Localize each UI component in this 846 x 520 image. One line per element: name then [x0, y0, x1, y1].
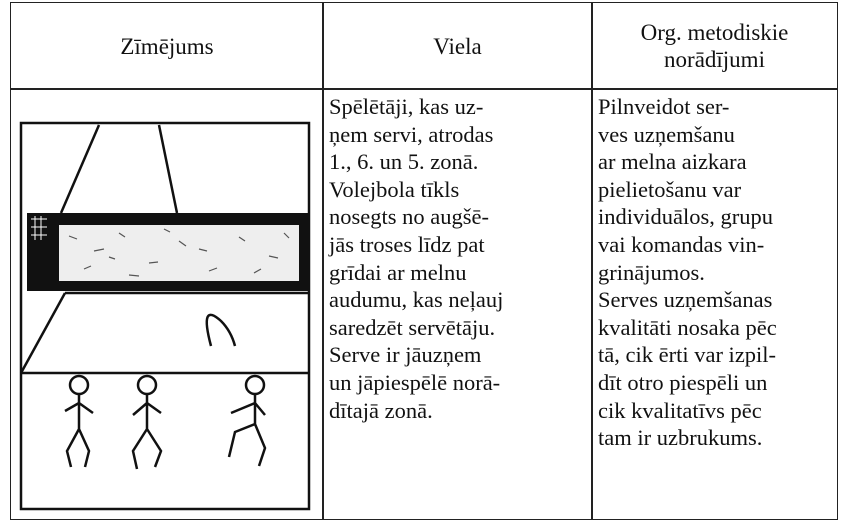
text-line: norādījumi [664, 47, 765, 72]
text-line: tā, cik ērti var izpil- [598, 342, 777, 368]
text-line: jās troses līdz pat [329, 231, 485, 257]
header-text: Zīmējums [120, 33, 214, 59]
text-line: pielietošanu var [598, 176, 742, 202]
text-line: Pilnveidot ser- [598, 94, 730, 119]
text-line: vai komandas vin- [598, 231, 765, 257]
text-line: Serves uzņemšanas [598, 287, 773, 313]
text-line: un jāpiespēlē norā- [329, 369, 501, 395]
text-cell: Pilnveidot ser-ves uzņemšanu ar melna aiz… [591, 88, 838, 520]
header-cell: Org. metodiskie norādījumi [591, 2, 838, 90]
text-line: ņem servi, atrodas [329, 121, 494, 147]
header-cell: Viela [322, 2, 593, 90]
drawing-cell [10, 88, 324, 520]
text-line: nosegts no augšē- [329, 204, 489, 230]
text-line: ves uzņemšanu [598, 121, 735, 147]
text-line: ar melna aizkara [598, 149, 747, 175]
header-text: Viela [433, 33, 482, 59]
text-line: 1., 6. un 5. zonā. [329, 149, 479, 175]
text-line: cik kvalitatīvs pēc [598, 397, 762, 423]
text-line: kvalitāti nosaka pēc [598, 314, 777, 340]
text-line: Volejbola tīkls [329, 176, 460, 202]
text-cell: Spēlētāji, kas uz-ņem servi, atrodas 1., … [322, 88, 593, 520]
text-line: Serve ir jāuzņem [329, 342, 482, 368]
text-line: grīdai ar melnu [329, 259, 467, 285]
text-line: saredzēt servētāju. [329, 314, 496, 340]
header-cell: Zīmējums [10, 2, 324, 90]
text-line: Spēlētāji, kas uz- [329, 94, 484, 119]
text-line: grinājumos. [598, 259, 705, 285]
drawing [19, 121, 311, 511]
text-line: tam ir uzbrukums. [598, 425, 763, 451]
text-line: Org. metodiskie [640, 20, 789, 45]
text-line: audumu, kas neļauj [329, 287, 504, 313]
text-line: individuālos, grupu [598, 204, 773, 230]
text-line: dīt otro piespēli un [598, 369, 768, 395]
text-line: dītajā zonā. [329, 397, 433, 423]
